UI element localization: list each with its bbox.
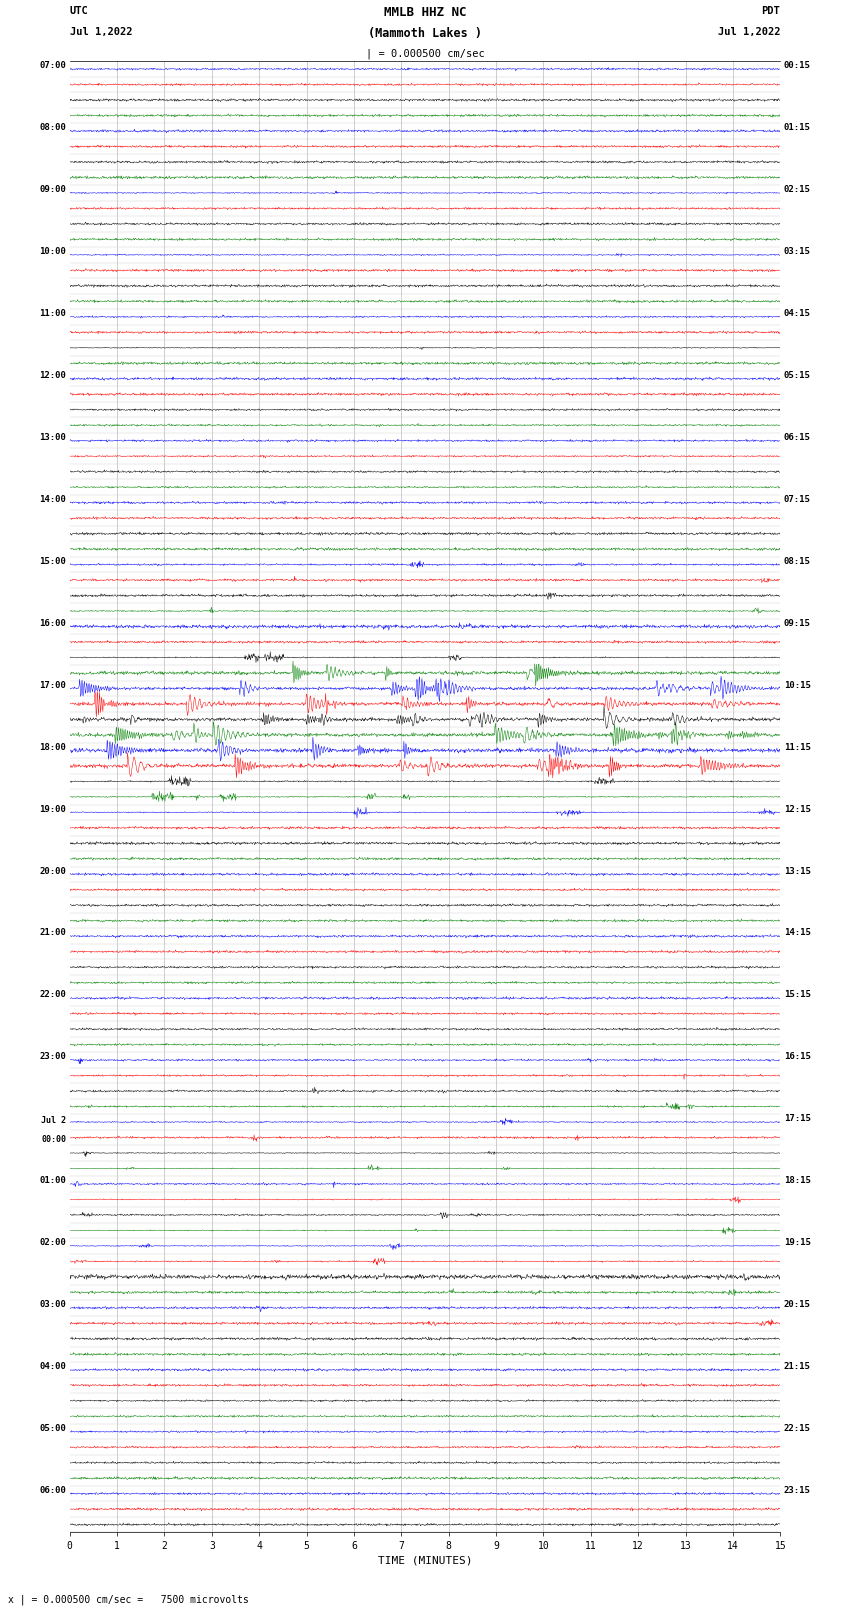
Text: 22:15: 22:15 [784,1424,811,1432]
Text: Jul 1,2022: Jul 1,2022 [717,27,780,37]
Text: | = 0.000500 cm/sec: | = 0.000500 cm/sec [366,48,484,60]
Text: 11:15: 11:15 [784,742,811,752]
Text: 21:00: 21:00 [39,929,66,937]
Text: 23:15: 23:15 [784,1486,811,1495]
Text: 05:15: 05:15 [784,371,811,381]
Text: 15:15: 15:15 [784,990,811,1000]
Text: 20:15: 20:15 [784,1300,811,1310]
Text: 06:00: 06:00 [39,1486,66,1495]
Text: 01:15: 01:15 [784,123,811,132]
Text: 21:15: 21:15 [784,1361,811,1371]
Text: 22:00: 22:00 [39,990,66,1000]
Text: 00:15: 00:15 [784,61,811,71]
Text: 00:00: 00:00 [42,1136,66,1144]
Text: 09:00: 09:00 [39,185,66,194]
Text: UTC: UTC [70,6,88,16]
Text: Jul 1,2022: Jul 1,2022 [70,27,133,37]
Text: 18:00: 18:00 [39,742,66,752]
Text: (Mammoth Lakes ): (Mammoth Lakes ) [368,27,482,40]
Text: 16:00: 16:00 [39,619,66,627]
Text: 12:00: 12:00 [39,371,66,381]
X-axis label: TIME (MINUTES): TIME (MINUTES) [377,1555,473,1566]
Text: 05:00: 05:00 [39,1424,66,1432]
Text: Jul 2: Jul 2 [42,1116,66,1124]
Text: 03:15: 03:15 [784,247,811,256]
Text: 17:00: 17:00 [39,681,66,690]
Text: 02:15: 02:15 [784,185,811,194]
Text: 15:00: 15:00 [39,556,66,566]
Text: 19:00: 19:00 [39,805,66,813]
Text: 08:00: 08:00 [39,123,66,132]
Text: 09:15: 09:15 [784,619,811,627]
Text: 03:00: 03:00 [39,1300,66,1310]
Text: 23:00: 23:00 [39,1052,66,1061]
Text: 08:15: 08:15 [784,556,811,566]
Text: 18:15: 18:15 [784,1176,811,1186]
Text: 07:15: 07:15 [784,495,811,503]
Text: 16:15: 16:15 [784,1052,811,1061]
Text: PDT: PDT [762,6,780,16]
Text: 04:15: 04:15 [784,310,811,318]
Text: 19:15: 19:15 [784,1239,811,1247]
Text: 06:15: 06:15 [784,432,811,442]
Text: 13:00: 13:00 [39,432,66,442]
Text: 10:00: 10:00 [39,247,66,256]
Text: 10:15: 10:15 [784,681,811,690]
Text: 14:15: 14:15 [784,929,811,937]
Text: 11:00: 11:00 [39,310,66,318]
Text: 07:00: 07:00 [39,61,66,71]
Text: 12:15: 12:15 [784,805,811,813]
Text: x | = 0.000500 cm/sec =   7500 microvolts: x | = 0.000500 cm/sec = 7500 microvolts [8,1594,249,1605]
Text: MMLB HHZ NC: MMLB HHZ NC [383,6,467,19]
Text: 04:00: 04:00 [39,1361,66,1371]
Text: 01:00: 01:00 [39,1176,66,1186]
Text: 20:00: 20:00 [39,866,66,876]
Text: 02:00: 02:00 [39,1239,66,1247]
Text: 17:15: 17:15 [784,1115,811,1123]
Text: 14:00: 14:00 [39,495,66,503]
Text: 13:15: 13:15 [784,866,811,876]
